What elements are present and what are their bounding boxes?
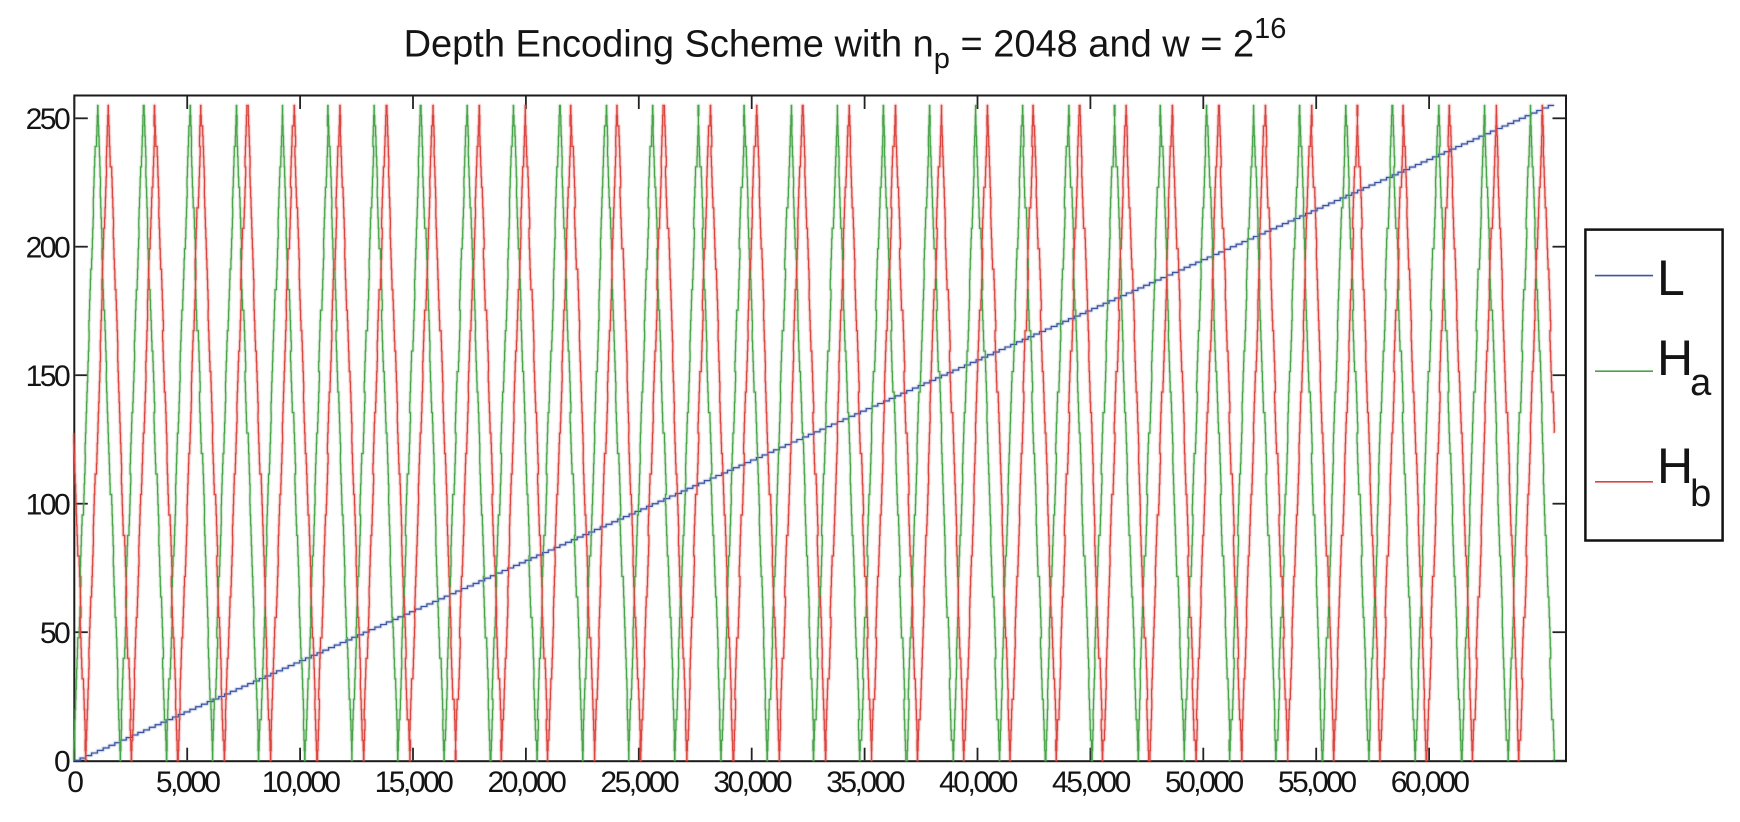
svg-text:45,000: 45,000 <box>1052 766 1131 799</box>
svg-text:55,000: 55,000 <box>1278 766 1357 799</box>
svg-text:L: L <box>1657 250 1685 306</box>
svg-text:0: 0 <box>67 766 83 799</box>
svg-text:50: 50 <box>40 617 70 650</box>
svg-text:250: 250 <box>26 103 70 136</box>
svg-text:30,000: 30,000 <box>713 766 792 799</box>
svg-text:Depth Encoding Scheme with np: Depth Encoding Scheme with np = 2048 and… <box>404 13 1287 75</box>
svg-text:25,000: 25,000 <box>600 766 679 799</box>
svg-text:35,000: 35,000 <box>826 766 905 799</box>
svg-text:5,000: 5,000 <box>156 766 220 799</box>
svg-text:50,000: 50,000 <box>1165 766 1244 799</box>
svg-text:20,000: 20,000 <box>488 766 567 799</box>
svg-text:10,000: 10,000 <box>262 766 341 799</box>
svg-text:150: 150 <box>26 360 70 393</box>
svg-text:200: 200 <box>26 232 70 265</box>
svg-text:0: 0 <box>54 746 70 779</box>
svg-text:60,000: 60,000 <box>1391 766 1470 799</box>
svg-text:15,000: 15,000 <box>375 766 454 799</box>
svg-text:100: 100 <box>26 489 70 522</box>
svg-text:40,000: 40,000 <box>939 766 1018 799</box>
